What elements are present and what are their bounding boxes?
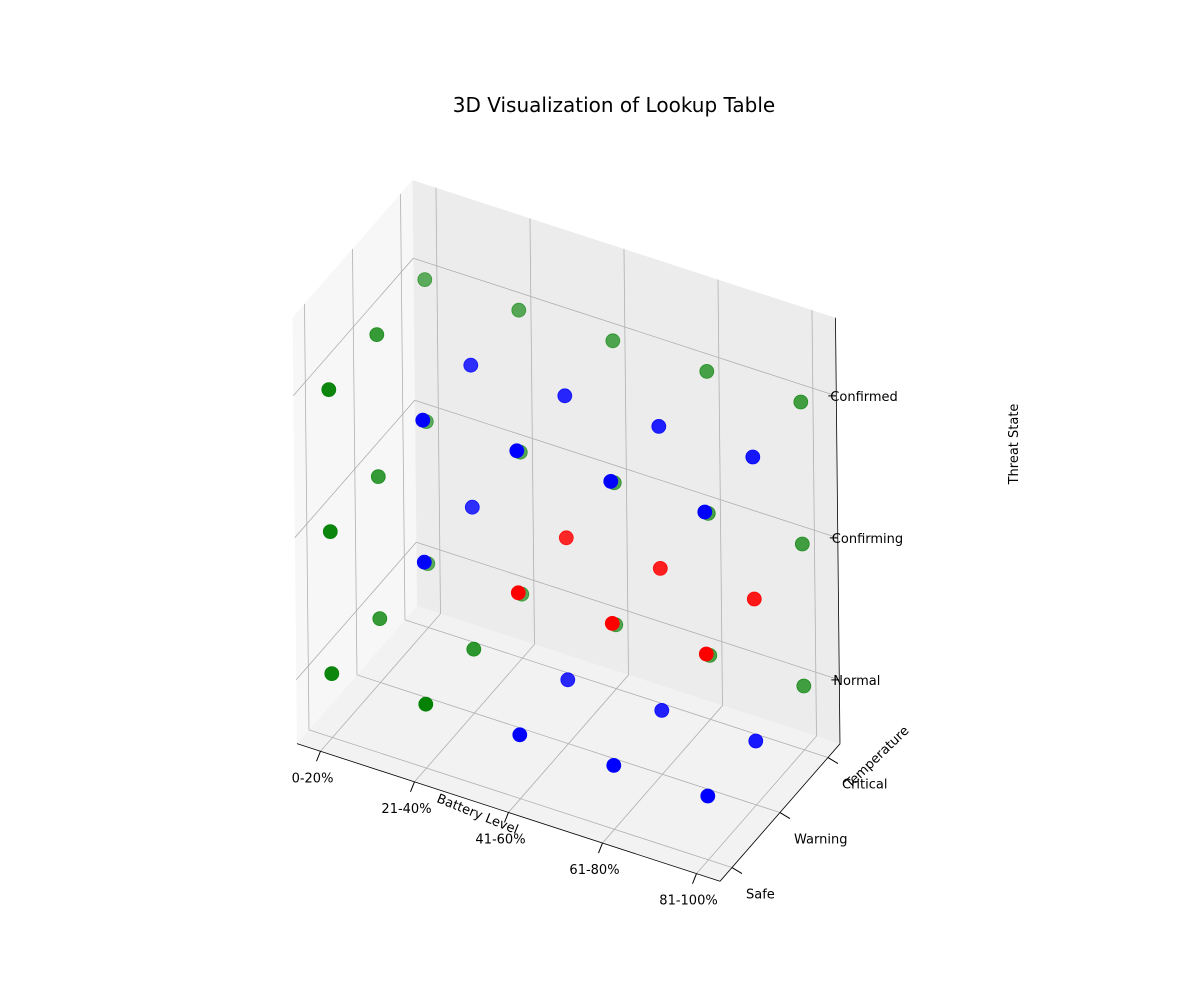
data-point	[463, 357, 479, 373]
y-tick	[827, 757, 839, 764]
data-point	[417, 272, 433, 288]
data-point	[418, 696, 434, 712]
data-point	[606, 758, 622, 773]
z-tick-label: Confirmed	[830, 390, 898, 405]
data-point	[796, 678, 812, 694]
gridline-z-wall	[292, 257, 414, 396]
data-point	[603, 473, 619, 489]
data-point	[558, 530, 574, 546]
data-point	[748, 733, 764, 749]
x-tick	[316, 751, 321, 762]
x-tick	[692, 873, 697, 884]
gridline-y-floor	[308, 729, 733, 868]
data-point	[745, 449, 761, 465]
gridline-z-back	[414, 399, 838, 539]
gridline-y-wall	[352, 248, 358, 675]
data-point	[697, 504, 713, 520]
data-point	[369, 327, 385, 343]
data-point	[700, 788, 716, 804]
scatter-points	[321, 272, 812, 804]
data-point	[510, 585, 526, 601]
gridlines	[292, 187, 840, 874]
data-point	[415, 412, 431, 428]
x-tick-label: 61-80%	[569, 863, 619, 878]
gridline-x-back	[435, 187, 441, 614]
x-tick-label: 41-60%	[475, 833, 525, 848]
gridline-y-wall	[304, 303, 310, 730]
x-tick-label: 81-100%	[659, 894, 717, 909]
data-point	[416, 554, 432, 570]
data-point	[511, 302, 527, 318]
data-point	[793, 394, 809, 410]
y-tick-label: Critical	[842, 778, 887, 793]
x-axis-line	[296, 743, 721, 882]
data-point	[324, 666, 340, 681]
data-point	[604, 616, 620, 631]
gridline-z-back	[416, 541, 840, 681]
gridline-x-back	[623, 248, 629, 675]
tick-marks	[316, 395, 840, 884]
x-tick	[504, 812, 509, 823]
z-tick-label: Confirming	[832, 532, 903, 547]
z-tick-label: Normal	[833, 674, 880, 689]
data-point	[464, 499, 480, 515]
data-point	[651, 418, 667, 434]
y-tick	[779, 812, 791, 819]
z-axis-line	[835, 317, 841, 744]
x-tick-label: 0-20%	[292, 771, 334, 786]
data-point	[794, 536, 810, 552]
data-point	[322, 524, 338, 539]
gridline-z-wall	[295, 541, 417, 680]
data-point	[698, 646, 714, 662]
gridline-x-back	[717, 279, 723, 706]
data-point	[605, 333, 621, 349]
data-point	[654, 703, 670, 718]
data-point	[557, 388, 573, 404]
gridline-y-wall	[400, 193, 406, 620]
gridline-x-back	[811, 310, 817, 737]
x-tick	[410, 781, 415, 793]
z-axis-label: Threat State	[1007, 404, 1022, 486]
y-tick	[731, 867, 743, 874]
gridline-x-back	[529, 218, 535, 645]
data-point	[372, 611, 388, 626]
x-tick-label: 21-40%	[381, 802, 431, 817]
x-tick	[598, 842, 603, 854]
gridline-z-back	[413, 257, 837, 397]
data-point	[652, 561, 668, 576]
data-point	[746, 591, 762, 607]
data-point	[321, 382, 337, 398]
gridline-z-wall	[294, 399, 416, 538]
data-point	[512, 727, 528, 743]
data-point	[509, 443, 525, 459]
data-point	[699, 363, 715, 379]
y-tick-label: Safe	[746, 888, 775, 903]
y-tick-label: Warning	[794, 833, 847, 848]
data-point	[370, 469, 386, 485]
data-point	[466, 641, 482, 657]
tick-labels: 0-20% 21-40% 41-60% 61-80% 81-100% Safe Warnin…	[292, 390, 904, 909]
data-point	[560, 672, 576, 688]
chart-title: 3D Visualization of Lookup Table	[453, 93, 775, 117]
